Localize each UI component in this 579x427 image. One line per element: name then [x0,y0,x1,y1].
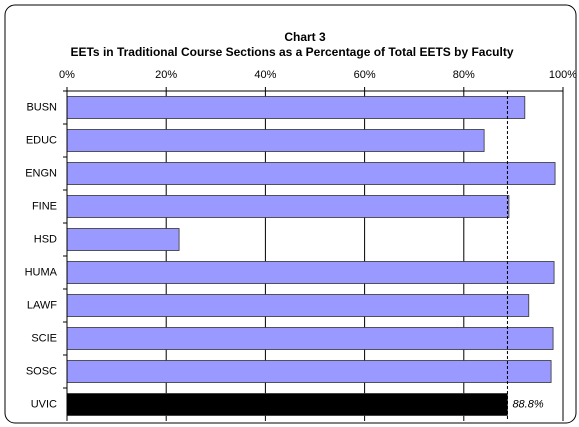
x-tick-label: 80% [453,69,475,81]
value-label: 88.8% [512,398,543,410]
bar [66,195,510,218]
y-tick-label: SCIE [31,332,57,344]
bar [66,228,180,251]
chart-subtitle: EETs in Traditional Course Sections as a… [70,45,513,59]
x-tick-label: 40% [254,69,276,81]
y-tick-label: BUSN [26,101,57,113]
bar [66,129,485,152]
y-tick-label: HSD [34,233,57,245]
bar [66,162,556,185]
y-tick-label: EDUC [26,134,57,146]
bar [66,360,552,383]
y-tick-label: LAWF [27,299,57,311]
bar [66,261,555,284]
bar [66,393,508,416]
bar [66,96,526,119]
y-tick-label: UVIC [31,398,57,410]
bar [66,294,530,317]
y-tick-label: ENGN [25,167,57,179]
chart-title: Chart 3 [284,30,326,44]
x-tick-label: 0% [59,69,75,81]
x-tick-label: 100% [549,69,577,81]
y-tick-label: FINE [32,200,57,212]
y-tick-label: SOSC [26,365,57,377]
y-tick-label: HUMA [25,266,58,278]
x-tick-label: 20% [155,69,177,81]
x-tick-label: 60% [354,69,376,81]
bar [66,327,554,350]
